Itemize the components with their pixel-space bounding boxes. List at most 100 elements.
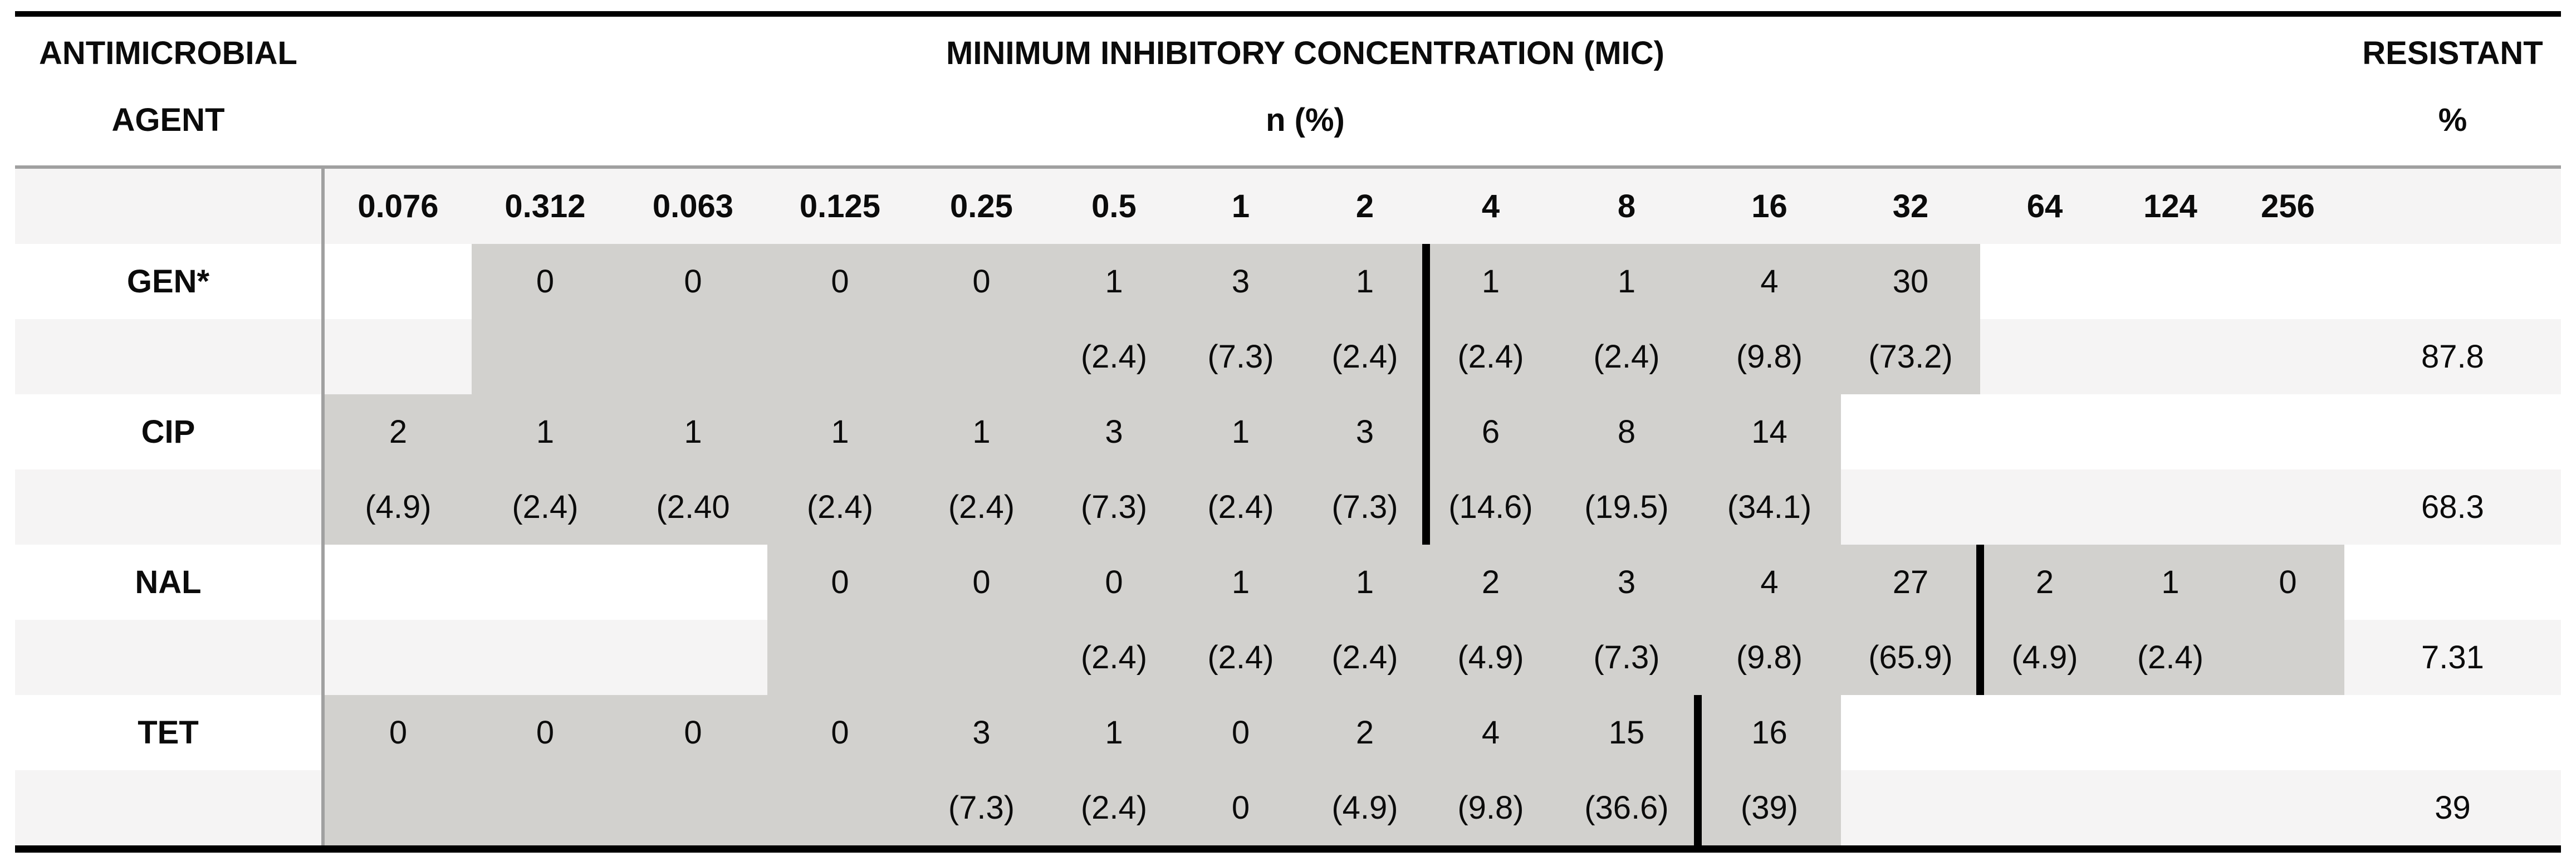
mic-percent-cell: (2.4) <box>512 489 579 525</box>
mic-count-cell: 15 <box>1608 715 1645 751</box>
mic-count-cell: 0 <box>684 263 702 300</box>
mic-col-header: 0.25 <box>950 188 1013 224</box>
mic-col-header: 124 <box>2143 188 2197 224</box>
mic-percent-cell: (4.9) <box>365 489 432 525</box>
mic-count-cell: 1 <box>1355 564 1374 600</box>
mic-count-cell: 1 <box>1617 263 1636 300</box>
mic-percent-cell: (2.4) <box>1080 639 1148 676</box>
mic-percent-cell: (39) <box>1740 790 1799 826</box>
agent-header-line1: ANTIMICROBIAL <box>39 35 297 71</box>
mic-count-cell: 1 <box>1231 564 1250 600</box>
mic-count-cell: 4 <box>1760 564 1779 600</box>
mic-percent-cell: (2.4) <box>948 489 1015 525</box>
mic-count-cell: 0 <box>1231 715 1250 751</box>
mic-count-cell: 0 <box>972 263 991 300</box>
mic-percent-cell: (2.4) <box>1207 639 1274 676</box>
mic-count-cell: 3 <box>1105 414 1123 450</box>
mic-col-header: 0.312 <box>505 188 586 224</box>
mic-percent-cell: (2.4) <box>1080 339 1148 375</box>
mic-header-line1: MINIMUM INHIBITORY CONCENTRATION (MIC) <box>946 35 1664 71</box>
mic-percent-cell: (4.9) <box>1331 790 1398 826</box>
agent-header-line2: AGENT <box>111 101 225 138</box>
mic-count-cell: 2 <box>389 414 408 450</box>
mic-count-cell: 1 <box>1231 414 1250 450</box>
column-group-header-agent: ANTIMICROBIAL AGENT <box>15 22 321 156</box>
mic-percent-cell: (2.4) <box>1457 339 1524 375</box>
mic-percent-cell: (7.3) <box>948 790 1015 826</box>
mic-percent-cell: (73.2) <box>1868 339 1953 375</box>
mic-percent-cell: (14.6) <box>1448 489 1533 525</box>
mic-count-cell: 3 <box>1231 263 1250 300</box>
mic-count-cell: 2 <box>2035 564 2054 600</box>
column-group-header-resistant: RESISTANT % <box>2344 22 2561 156</box>
mic-count-cell: 1 <box>684 414 702 450</box>
agent-label: GEN* <box>126 263 210 300</box>
shade-band <box>325 695 1841 845</box>
breakpoint-bar <box>1422 244 1430 394</box>
mic-col-header: 2 <box>1355 188 1374 224</box>
mic-count-cell: 14 <box>1751 414 1787 450</box>
agent-column-divider <box>321 165 325 845</box>
mic-count-cell: 1 <box>2161 564 2180 600</box>
breakpoint-bar <box>1422 394 1430 545</box>
agent-label: CIP <box>141 414 195 450</box>
resistant-header-line1: RESISTANT <box>2362 35 2543 71</box>
resistant-value: 87.8 <box>2421 339 2484 375</box>
mic-count-cell: 0 <box>1105 564 1123 600</box>
mic-count-cell: 0 <box>389 715 408 751</box>
mic-count-cell: 1 <box>831 414 849 450</box>
top-border-rule <box>15 11 2561 17</box>
mic-count-cell: 0 <box>684 715 702 751</box>
mic-count-cell: 2 <box>1481 564 1500 600</box>
mic-percent-cell: (9.8) <box>1736 639 1803 676</box>
shade-band <box>325 394 1841 545</box>
mic-percent-cell: (2.40 <box>656 489 730 525</box>
bottom-border-rule <box>15 845 2561 853</box>
mic-count-cell: 0 <box>536 263 555 300</box>
mic-percent-cell: (36.6) <box>1584 790 1669 826</box>
mic-col-header: 0.063 <box>652 188 734 224</box>
mic-percent-cell: (2.4) <box>1080 790 1148 826</box>
agent-label: NAL <box>135 564 202 600</box>
mic-count-cell: 3 <box>1617 564 1636 600</box>
mic-percent-cell: (4.9) <box>2011 639 2078 676</box>
mic-count-cell: 0 <box>972 564 991 600</box>
mic-percent-cell: (19.5) <box>1584 489 1669 525</box>
mic-col-header: 16 <box>1751 188 1787 224</box>
shade-band <box>767 545 2344 695</box>
mic-count-cell: 1 <box>1105 263 1123 300</box>
mic-col-header: 256 <box>2261 188 2315 224</box>
resistant-header-line2: % <box>2438 101 2467 138</box>
mic-count-cell: 16 <box>1751 715 1787 751</box>
mic-count-cell: 4 <box>1760 263 1779 300</box>
mic-count-cell: 1 <box>972 414 991 450</box>
mic-count-cell: 1 <box>1355 263 1374 300</box>
mic-percent-cell: (2.4) <box>1593 339 1660 375</box>
resistant-value: 68.3 <box>2421 489 2484 525</box>
shade-band <box>472 244 1980 394</box>
mic-percent-cell: (7.3) <box>1593 639 1660 676</box>
mic-percent-cell: (9.8) <box>1457 790 1524 826</box>
mic-col-header: 8 <box>1617 188 1636 224</box>
mic-count-cell: 2 <box>1355 715 1374 751</box>
mic-percent-cell: (7.3) <box>1080 489 1148 525</box>
mic-percent-cell: (2.4) <box>1331 339 1398 375</box>
mic-count-cell: 1 <box>1481 263 1500 300</box>
mic-percent-cell: (2.4) <box>1331 639 1398 676</box>
mic-count-cell: 0 <box>536 715 555 751</box>
mic-col-header: 0.125 <box>799 188 881 224</box>
mic-count-cell: 0 <box>831 715 849 751</box>
mic-count-cell: 27 <box>1892 564 1929 600</box>
mic-percent-cell: (9.8) <box>1736 339 1803 375</box>
resistant-value: 39 <box>2435 790 2471 826</box>
mic-header-line2: n (%) <box>1266 101 1345 138</box>
mic-percent-cell: (7.3) <box>1207 339 1274 375</box>
mic-count-cell: 3 <box>972 715 991 751</box>
mic-percent-cell: (65.9) <box>1868 639 1953 676</box>
mic-count-cell: 0 <box>831 263 849 300</box>
breakpoint-bar <box>1694 695 1702 845</box>
mic-percent-cell: (2.4) <box>806 489 874 525</box>
mic-percent-cell: (2.4) <box>2137 639 2204 676</box>
row-band <box>15 169 2561 244</box>
